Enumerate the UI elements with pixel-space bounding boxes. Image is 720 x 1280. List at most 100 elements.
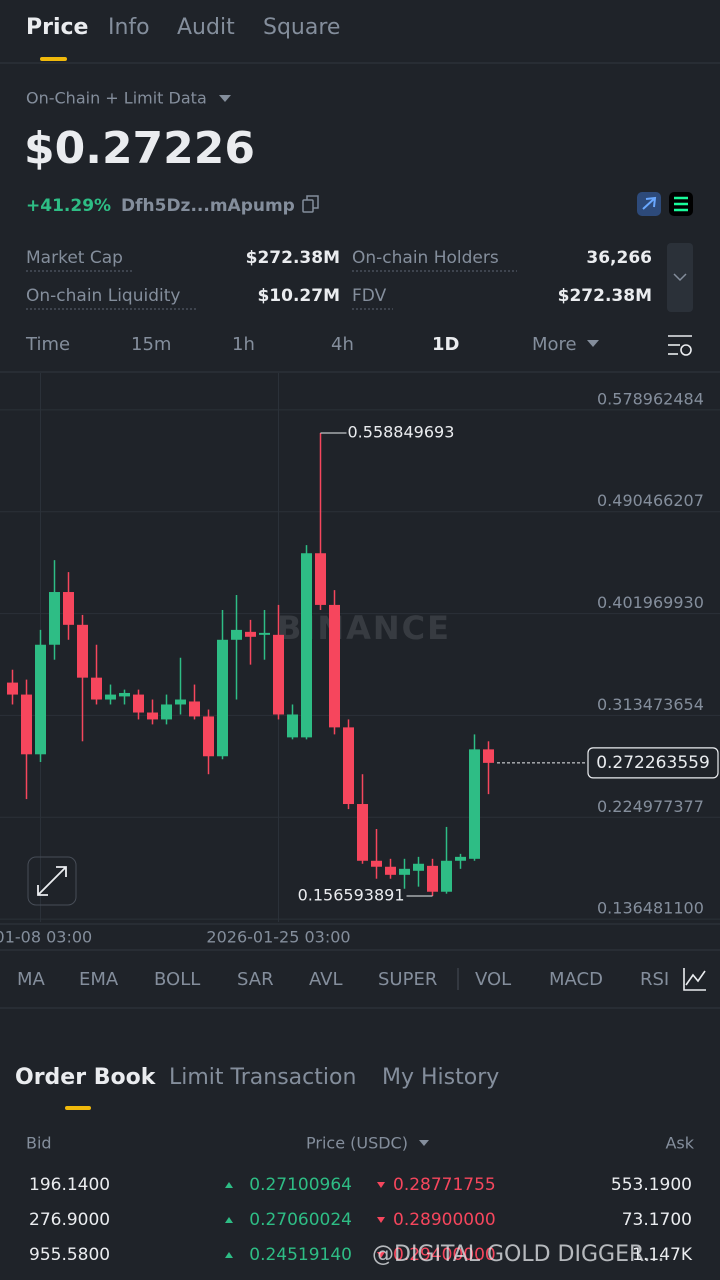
candle-body bbox=[49, 592, 60, 645]
candle-body bbox=[203, 716, 214, 757]
tab-indicator bbox=[40, 57, 67, 61]
down-arrow bbox=[377, 1182, 385, 1188]
candle-body bbox=[469, 749, 480, 859]
candle-body bbox=[77, 624, 88, 678]
indicator-bar: MA EMA BOLL SAR AVL SUPER VOL MACD RSI bbox=[17, 969, 669, 990]
ask-price: 0.28900000 bbox=[393, 1210, 496, 1230]
indicator-tab[interactable]: SUPER bbox=[378, 969, 437, 990]
indicator-tab[interactable]: MA bbox=[17, 969, 46, 990]
y-tick-label: 0.224977377 bbox=[597, 797, 704, 816]
candle-body bbox=[245, 631, 256, 637]
expand-stats[interactable] bbox=[667, 243, 693, 312]
indicator-tab[interactable]: SAR bbox=[237, 969, 274, 990]
data-source[interactable]: On-Chain + Limit Data bbox=[26, 89, 207, 108]
up-arrow bbox=[225, 1182, 233, 1188]
timeframe[interactable]: 1h bbox=[232, 334, 255, 355]
candle-body bbox=[399, 868, 410, 875]
timeframe[interactable]: Time bbox=[25, 334, 70, 355]
up-arrow bbox=[225, 1252, 233, 1258]
candle-body bbox=[63, 592, 74, 625]
col-header: Ask bbox=[665, 1134, 694, 1153]
y-tick-label: 0.401969930 bbox=[597, 593, 704, 612]
order-tab[interactable]: Limit Transaction bbox=[169, 1065, 356, 1090]
chevron bbox=[673, 273, 687, 282]
ask-price: 0.29400000 bbox=[393, 1245, 496, 1265]
candle-body bbox=[21, 694, 32, 755]
y-tick-label: 0.490466207 bbox=[597, 491, 704, 510]
up-arrow bbox=[225, 1217, 233, 1223]
tab-active[interactable]: Price bbox=[26, 15, 88, 40]
chart: BINANCE0.5789624840.4904662070.401969930… bbox=[0, 373, 720, 947]
tab[interactable]: Audit bbox=[177, 15, 235, 40]
timeframe[interactable]: 15m bbox=[131, 334, 171, 355]
col-header: Bid bbox=[26, 1134, 52, 1153]
candle-body bbox=[119, 692, 130, 697]
candle-body bbox=[441, 860, 452, 892]
candle-body bbox=[371, 860, 382, 867]
bid-amount: 196.1400 bbox=[29, 1175, 110, 1195]
indicator-tab[interactable]: VOL bbox=[475, 969, 511, 990]
low-label: 0.156593891 bbox=[298, 885, 405, 904]
fullscreen-button[interactable] bbox=[27, 856, 77, 906]
tab[interactable]: Info bbox=[108, 15, 150, 40]
candle-body bbox=[147, 712, 158, 720]
stat-label: On-chain Holders bbox=[352, 248, 499, 268]
stat-label: Market Cap bbox=[26, 248, 123, 268]
candle-body bbox=[175, 699, 186, 705]
col-header: Price (USDC) bbox=[306, 1134, 408, 1153]
copy-icon[interactable] bbox=[302, 195, 319, 213]
candle-body bbox=[91, 677, 102, 700]
indicator-tab[interactable]: EMA bbox=[79, 969, 119, 990]
indicator-tab[interactable]: AVL bbox=[309, 969, 343, 990]
candle-body bbox=[455, 856, 466, 861]
indicator-icon[interactable] bbox=[683, 968, 706, 991]
tab[interactable]: Square bbox=[263, 15, 340, 40]
bid-price: 0.27100964 bbox=[249, 1175, 352, 1195]
candle-body bbox=[217, 639, 228, 757]
candle-body bbox=[483, 749, 494, 763]
bid-price: 0.24519140 bbox=[249, 1245, 352, 1265]
stat-label: On-chain Liquidity bbox=[26, 286, 180, 306]
bid-price: 0.27060024 bbox=[249, 1210, 352, 1230]
candle-body bbox=[413, 863, 424, 871]
down-arrow bbox=[377, 1217, 385, 1223]
candle-body bbox=[189, 701, 200, 717]
candle-body bbox=[385, 866, 396, 875]
order-tab[interactable]: My History bbox=[382, 1065, 499, 1090]
order-tab-active[interactable]: Order Book bbox=[15, 1065, 157, 1090]
candle-body bbox=[273, 634, 284, 715]
y-tick-label: 0.578962484 bbox=[597, 389, 704, 408]
last-price-box bbox=[587, 747, 719, 779]
dropdown-arrow bbox=[419, 1140, 429, 1146]
y-tick-label: 0.136481100 bbox=[597, 899, 704, 918]
overlay-watermark: @DIGITAL GOLD DIGGER... bbox=[372, 1242, 664, 1267]
order-rows: 196.1400 0.27100964 0.28771755 553.1900 276.… bbox=[29, 1175, 693, 1265]
tab-indicator bbox=[65, 1106, 91, 1110]
chart-settings[interactable] bbox=[668, 335, 692, 356]
stat-value: $272.38M bbox=[558, 286, 652, 306]
timeframe[interactable]: 4h bbox=[331, 334, 354, 355]
candle-body bbox=[105, 694, 116, 700]
stat-label: FDV bbox=[352, 286, 387, 306]
last-price-label: 0.272263559 bbox=[596, 753, 710, 773]
down-arrow bbox=[377, 1252, 385, 1258]
timeframe[interactable]: More bbox=[532, 334, 577, 355]
ask-amount: 73.1700 bbox=[622, 1210, 692, 1230]
solana-glyph bbox=[674, 196, 688, 212]
candle-body bbox=[343, 727, 354, 805]
indicator-tab[interactable]: MACD bbox=[549, 969, 603, 990]
candle-body bbox=[315, 553, 326, 605]
x-tick-label: -01-08 03:00 bbox=[0, 928, 92, 947]
chain-icon-glyph bbox=[642, 196, 657, 210]
indicator-tab[interactable]: BOLL bbox=[154, 969, 200, 990]
fullscreen-glyph bbox=[37, 866, 67, 896]
indicator-tab[interactable]: RSI bbox=[640, 969, 669, 990]
ask-amount: 1.147K bbox=[632, 1245, 693, 1265]
stat-value: 36,266 bbox=[586, 248, 652, 268]
stat-value: $10.27M bbox=[257, 286, 340, 306]
candle-body bbox=[133, 694, 144, 713]
ask-price: 0.28771755 bbox=[393, 1175, 496, 1195]
timeframe-active[interactable]: 1D bbox=[432, 334, 459, 355]
candle-body bbox=[329, 604, 340, 728]
